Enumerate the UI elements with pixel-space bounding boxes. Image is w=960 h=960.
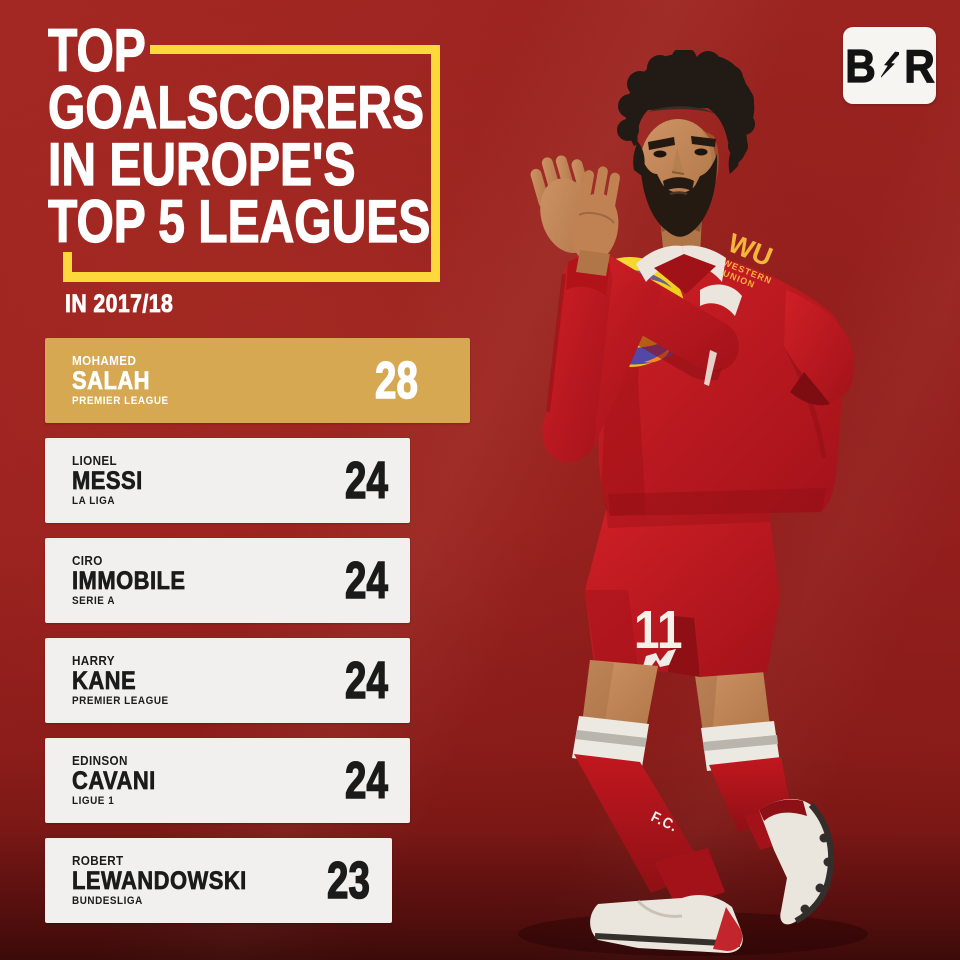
player-league: PREMIER LEAGUE <box>72 394 169 407</box>
leaderboard-row: ROBERT LEWANDOWSKI BUNDESLIGA 23 <box>45 838 392 923</box>
br-logo: B R <box>843 27 936 104</box>
player-last-name: IMMOBILE <box>72 566 186 595</box>
player-last-name: CAVANI <box>72 766 156 795</box>
player-first-name: EDINSON <box>72 752 128 768</box>
player-league: PREMIER LEAGUE <box>72 694 169 707</box>
player-name-block: EDINSON CAVANI LIGUE 1 <box>72 752 167 808</box>
title-line-4: TOP 5 LEAGUES <box>47 188 431 255</box>
back-leg <box>694 662 835 925</box>
player-name-block: CIRO IMMOBILE SERIE A <box>72 552 201 608</box>
lightning-bolt-icon <box>880 51 899 80</box>
collar <box>636 216 726 294</box>
goal-count: 24 <box>345 751 389 810</box>
goalscorer-leaderboard: MOHAMED SALAH PREMIER LEAGUE 28 LIONEL M… <box>45 338 470 938</box>
player-first-name: HARRY <box>72 652 115 668</box>
goal-count: 24 <box>345 551 389 610</box>
title-line-2: GOALSCORERS <box>47 74 425 141</box>
accent-frame-stub <box>63 252 72 282</box>
player-name-block: MOHAMED SALAH PREMIER LEAGUE <box>72 352 179 408</box>
leaderboard-row: LIONEL MESSI LA LIGA 24 <box>45 438 410 523</box>
clapping-hands <box>530 155 620 276</box>
season-subtitle: IN 2017/18 <box>65 290 174 319</box>
leaderboard-row: MOHAMED SALAH PREMIER LEAGUE 28 <box>45 338 470 423</box>
front-leg: F.C. <box>572 660 743 953</box>
title-line-3: IN EUROPE'S <box>47 131 356 198</box>
player-league: LA LIGA <box>72 494 116 507</box>
br-logo-letter-b: B <box>845 39 877 92</box>
leaderboard-row: CIRO IMMOBILE SERIE A 24 <box>45 538 410 623</box>
player-photo: 11 F.C. <box>488 50 960 960</box>
goal-count: 24 <box>345 651 389 710</box>
player-last-name: SALAH <box>72 366 150 395</box>
player-first-name: CIRO <box>72 552 103 568</box>
shorts-number: 11 <box>634 600 683 660</box>
goal-count: 28 <box>375 351 419 410</box>
leaderboard-row: EDINSON CAVANI LIGUE 1 24 <box>45 738 410 823</box>
player-last-name: KANE <box>72 666 137 695</box>
leaderboard-row: HARRY KANE PREMIER LEAGUE 24 <box>45 638 410 723</box>
nb-logo-shorts <box>642 649 676 670</box>
player-last-name: LEWANDOWSKI <box>72 866 247 895</box>
head <box>617 50 755 237</box>
player-photo-svg: 11 F.C. <box>518 50 868 956</box>
shorts: 11 <box>585 504 780 677</box>
player-league: BUNDESLIGA <box>72 894 143 907</box>
accent-frame-right <box>431 45 440 282</box>
player-first-name: MOHAMED <box>72 352 137 368</box>
page-title: TOP GOALSCORERS IN EUROPE'S TOP 5 LEAGUE… <box>47 17 526 255</box>
br-logo-letter-r: R <box>903 39 935 92</box>
player-first-name: LIONEL <box>72 452 118 468</box>
player-league: LIGUE 1 <box>72 794 115 807</box>
accent-frame-bottom <box>63 272 440 282</box>
player-name-block: LIONEL MESSI LA LIGA <box>72 452 152 508</box>
title-line-1: TOP <box>47 17 146 84</box>
accent-frame-top <box>150 45 440 54</box>
player-first-name: ROBERT <box>72 852 124 868</box>
goal-count: 23 <box>327 851 371 910</box>
player-league: SERIE A <box>72 594 116 607</box>
player-name-block: HARRY KANE PREMIER LEAGUE <box>72 652 179 708</box>
goal-count: 24 <box>345 451 389 510</box>
player-name-block: ROBERT LEWANDOWSKI BUNDESLIGA <box>72 852 271 908</box>
player-last-name: MESSI <box>72 466 143 495</box>
